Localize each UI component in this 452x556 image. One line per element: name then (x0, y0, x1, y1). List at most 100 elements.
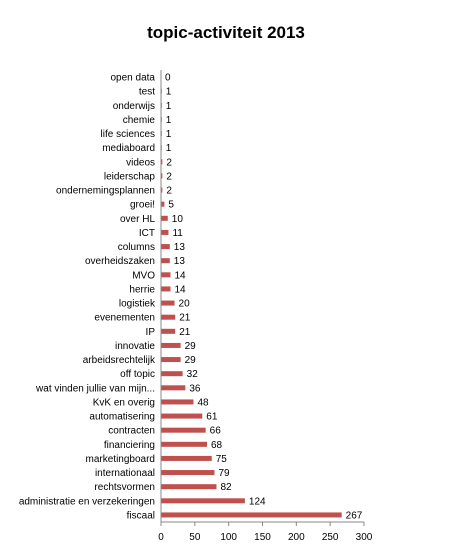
value-label: 14 (174, 270, 186, 281)
bar (161, 484, 217, 490)
value-label: 5 (168, 200, 174, 211)
x-tick-label: 200 (288, 532, 305, 543)
value-label: 1 (166, 101, 172, 112)
category-label: administratie en verzekeringen (19, 496, 155, 507)
value-label: 13 (174, 256, 186, 267)
category-label: columns (118, 242, 155, 253)
value-label: 2 (166, 157, 172, 168)
category-label: logistiek (119, 299, 156, 310)
category-label: life sciences (101, 129, 155, 140)
bars-group (161, 88, 342, 518)
x-tick-label: 100 (220, 532, 237, 543)
bar (161, 229, 169, 235)
category-label: evenementen (94, 313, 155, 324)
category-label: test (139, 87, 155, 98)
category-label: arbeidsrechtelijk (83, 355, 156, 366)
category-label: marketingboard (86, 454, 155, 465)
category-label: over HL (120, 214, 155, 225)
value-label: 20 (179, 299, 191, 310)
bar (161, 342, 181, 348)
bar (161, 470, 215, 476)
category-label: wat vinden jullie van mijn... (35, 383, 155, 394)
bar (161, 399, 194, 405)
category-label: ondernemingsplannen (56, 186, 155, 197)
category-label: contracten (108, 426, 155, 437)
category-label: financiering (104, 440, 155, 451)
category-labels-group: open data test onderwijs chemie life science… (19, 73, 156, 522)
bar (161, 441, 208, 447)
category-label: innovatie (115, 341, 155, 352)
bar (161, 215, 168, 221)
bar (161, 244, 170, 250)
category-label: onderwijs (113, 101, 155, 112)
value-label: 14 (174, 284, 186, 295)
category-label: fiscaal (127, 510, 155, 521)
x-axis: 0 50 100 150 200 250 300 (158, 521, 373, 543)
value-label: 66 (210, 426, 222, 437)
value-label: 2 (166, 171, 172, 182)
category-label: ICT (139, 228, 155, 239)
bar (161, 201, 165, 207)
bar (161, 455, 212, 461)
x-tick-label: 300 (356, 532, 373, 543)
value-label: 0 (165, 73, 171, 84)
category-label: KvK en overig (93, 397, 155, 408)
value-label: 1 (166, 129, 172, 140)
x-tick-label: 150 (254, 532, 271, 543)
value-label: 21 (179, 313, 191, 324)
bar (161, 300, 175, 306)
bar (161, 413, 203, 419)
value-label: 10 (172, 214, 184, 225)
category-label: internationaal (95, 468, 155, 479)
category-label: rechtsvormen (94, 482, 155, 493)
value-label: 267 (346, 510, 363, 521)
value-label: 32 (187, 369, 199, 380)
bar (161, 286, 171, 292)
bar (161, 512, 342, 518)
bar (161, 258, 170, 264)
category-label: IP (146, 327, 156, 338)
value-label: 1 (166, 143, 172, 154)
value-labels-group: 0111112225101113131414202121292932364861… (165, 73, 363, 522)
value-label: 21 (179, 327, 191, 338)
bar (161, 272, 171, 278)
value-label: 11 (172, 228, 183, 239)
chart-title: topic-activiteit 2013 (147, 23, 305, 42)
bar (161, 159, 163, 165)
value-label: 29 (185, 341, 197, 352)
value-label: 29 (185, 355, 197, 366)
bar (161, 371, 183, 377)
bar (161, 498, 245, 504)
bar (161, 173, 163, 179)
category-label: groei! (130, 200, 155, 211)
value-label: 1 (166, 115, 172, 126)
value-label: 48 (197, 397, 209, 408)
category-label: off topic (120, 369, 155, 380)
value-label: 2 (166, 186, 172, 197)
bar (161, 187, 163, 193)
value-label: 61 (206, 412, 218, 423)
value-label: 68 (211, 440, 223, 451)
value-label: 36 (189, 383, 201, 394)
value-label: 75 (216, 454, 228, 465)
bar (161, 314, 176, 320)
category-label: mediaboard (102, 143, 155, 154)
category-label: herrie (129, 284, 155, 295)
category-label: MVO (132, 270, 155, 281)
category-label: leiderschap (104, 171, 156, 182)
value-label: 124 (249, 496, 266, 507)
x-tick-label: 250 (322, 532, 339, 543)
value-label: 13 (174, 242, 186, 253)
x-tick-label: 0 (158, 532, 164, 543)
value-label: 79 (218, 468, 230, 479)
category-label: videos (126, 157, 155, 168)
x-tick-label: 50 (189, 532, 201, 543)
value-label: 1 (166, 87, 172, 98)
bar (161, 328, 176, 334)
bar (161, 357, 181, 363)
category-label: overheidszaken (85, 256, 155, 267)
bar (161, 385, 186, 391)
value-label: 82 (220, 482, 232, 493)
category-label: open data (111, 73, 156, 84)
